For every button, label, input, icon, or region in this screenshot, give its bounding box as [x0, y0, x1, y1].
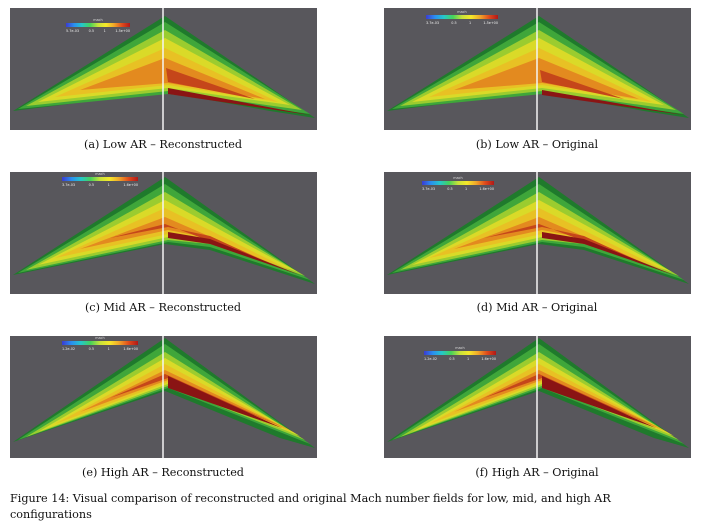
legend-tick: 1 [107, 183, 110, 187]
legend-tick: 1.5e+00 [115, 29, 130, 33]
legend-tick: 0.5 [88, 347, 95, 351]
legend-colorbar [62, 177, 138, 181]
legend-colorbar [424, 351, 496, 355]
mach-field-low-ar-reconstructed [13, 8, 315, 130]
legend-tick: 1.6e+00 [481, 357, 496, 361]
panel-mid-ar-original: mach 3.7e-03 0.5 1 1.6e+00 [384, 172, 691, 294]
panel-high-ar-reconstructed: mach 1.2e-02 0.5 1 1.6e+00 [10, 336, 317, 458]
color-legend: mach 3.7e-03 0.5 1 1.6e+00 [422, 176, 494, 192]
legend-title: mach [453, 176, 463, 180]
legend-tick: 1 [103, 29, 106, 33]
panel-low-ar-original: mach 3.7e-03 0.5 1 1.5e+00 [384, 8, 691, 130]
mach-field-mid-ar-reconstructed [13, 172, 315, 294]
legend-colorbar [426, 15, 498, 19]
legend-tick: 1 [468, 21, 472, 25]
color-legend: mach 5.7e-03 0.5 1 1.5e+00 [66, 18, 130, 34]
legend-tick: 0.5 [449, 357, 455, 361]
mach-field-high-ar-reconstructed [13, 336, 315, 458]
mach-field-high-ar-original [387, 336, 689, 458]
panel-caption: (d) Mid AR – Original [476, 301, 598, 314]
legend-tick: 1.6e+00 [123, 183, 138, 187]
legend-title: mach [455, 346, 465, 350]
panel-high-ar-original: mach 1.2e-02 0.5 1 1.6e+00 [384, 336, 691, 458]
legend-tick: 1 [464, 187, 468, 191]
legend-tick: 3.7e-03 [62, 183, 76, 187]
mach-field-low-ar-original [387, 8, 689, 130]
legend-title: mach [457, 10, 467, 14]
legend-colorbar [62, 341, 138, 345]
panel-mid-ar-reconstructed: mach 3.7e-03 0.5 1 1.6e+00 [10, 172, 317, 294]
legend-tick: 1 [107, 347, 110, 351]
mach-field-mid-ar-original [387, 172, 689, 294]
color-legend: mach 3.7e-03 0.5 1 1.6e+00 [62, 172, 138, 188]
legend-tick: 1.6e+00 [479, 187, 494, 191]
panel-caption: (a) Low AR – Reconstructed [83, 138, 243, 151]
legend-tick: 3.7e-03 [422, 187, 436, 191]
legend-tick: 0.5 [447, 187, 453, 191]
color-legend: mach 3.7e-03 0.5 1 1.5e+00 [426, 10, 498, 26]
legend-title: mach [95, 172, 105, 176]
legend-tick: 1.2e-02 [62, 347, 76, 351]
panel-caption: (e) High AR – Reconstructed [82, 466, 244, 479]
legend-tick: 3.7e-03 [426, 21, 440, 25]
figure-caption: Figure 14: Visual comparison of reconstr… [10, 492, 611, 521]
color-legend: mach 1.2e-02 0.5 1 1.6e+00 [424, 346, 496, 362]
legend-tick: 0.5 [451, 21, 457, 25]
legend-tick: 0.5 [88, 29, 95, 33]
legend-colorbar [66, 23, 130, 27]
panel-caption: (b) Low AR – Original [475, 138, 599, 151]
legend-title: mach [95, 336, 105, 340]
legend-tick: 5.7e-03 [66, 29, 80, 33]
panel-low-ar-reconstructed: mach 5.7e-03 0.5 1 1.5e+00 [10, 8, 317, 130]
legend-title: mach [93, 18, 103, 22]
legend-tick: 1 [466, 357, 470, 361]
legend-tick: 1.2e-02 [424, 357, 438, 361]
legend-colorbar [422, 181, 494, 185]
legend-tick: 1.5e+00 [483, 21, 498, 25]
panel-caption: (c) Mid AR – Reconstructed [84, 301, 242, 314]
legend-tick: 0.5 [88, 183, 95, 187]
color-legend: mach 1.2e-02 0.5 1 1.6e+00 [62, 336, 138, 352]
legend-tick: 1.6e+00 [123, 347, 138, 351]
panel-caption: (f) High AR – Original [475, 466, 599, 479]
